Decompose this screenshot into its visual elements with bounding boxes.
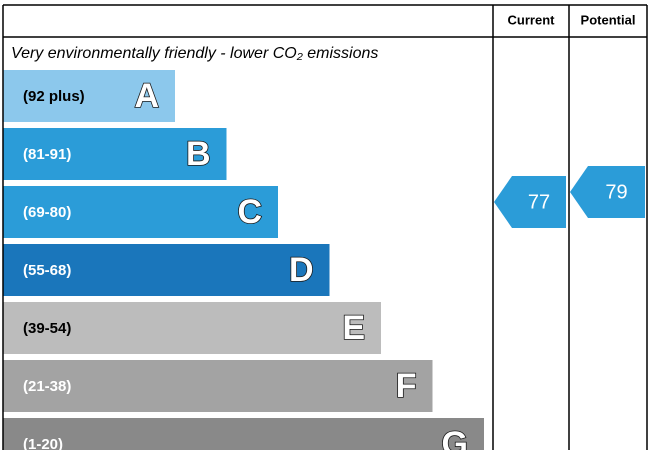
band-bar (3, 70, 175, 122)
band-letter: B (186, 135, 211, 173)
band-range: (81-91) (23, 146, 71, 163)
subtitle: Very environmentally friendly - lower CO… (11, 45, 378, 62)
frame (2, 4, 648, 450)
band-letter: A (134, 77, 159, 115)
band-bar (3, 186, 278, 238)
potential-arrow (570, 166, 645, 218)
potential-score: 79 (605, 181, 627, 203)
current-score: 77 (528, 191, 550, 213)
band-range: (69-80) (23, 204, 71, 221)
band-letter: G (442, 425, 468, 450)
potential-header: Potential (581, 12, 636, 27)
band-range: (1-20) (23, 436, 63, 450)
band-bar (3, 128, 227, 180)
band-letter: D (289, 251, 314, 289)
current-header: Current (508, 12, 556, 27)
band-letter: E (342, 309, 365, 347)
band-range: (92 plus) (23, 88, 85, 105)
band-bar (3, 302, 381, 354)
current-arrow (494, 176, 566, 228)
band-range: (21-38) (23, 378, 71, 395)
band-letter: F (396, 367, 417, 405)
band-range: (55-68) (23, 262, 71, 279)
band-bar (3, 244, 330, 296)
band-letter: C (237, 193, 262, 231)
band-bar (3, 360, 433, 412)
band-bar (3, 418, 484, 450)
band-range: (39-54) (23, 320, 71, 337)
